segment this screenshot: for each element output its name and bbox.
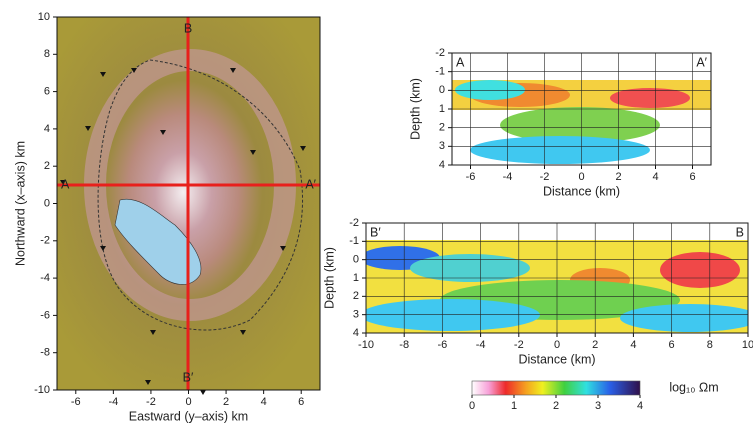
y-tick-label: 2 <box>353 290 359 302</box>
y-axis-label: Depth (km) <box>322 247 336 309</box>
x-tick-label: -6 <box>438 339 448 351</box>
y-tick-label: 1 <box>353 272 359 284</box>
x-tick-label: -2 <box>146 396 156 408</box>
x-tick-label: -4 <box>476 339 486 351</box>
y-axis-label: Depth (km) <box>408 78 422 140</box>
y-tick-label: -1 <box>435 66 445 78</box>
y-tick-label: -2 <box>349 217 359 229</box>
figure: -6-4-20246-10-8-6-4-20246810Eastward (y–… <box>0 0 753 424</box>
x-tick-label: -2 <box>540 171 550 183</box>
x-tick-label: 4 <box>261 396 267 408</box>
y-axis-label: Northward (x–axis) km <box>13 141 27 266</box>
x-tick-label: -4 <box>503 171 513 183</box>
colorbar-tick-label: 4 <box>637 400 643 412</box>
profile-label: B′ <box>183 370 194 384</box>
x-tick-label: -4 <box>108 396 118 408</box>
x-tick-label: 2 <box>592 339 598 351</box>
profile-label: A′ <box>305 177 316 191</box>
x-tick-label: 4 <box>652 171 658 183</box>
x-tick-label: 0 <box>554 339 560 351</box>
x-tick-label: -6 <box>466 171 476 183</box>
x-tick-label: -8 <box>399 339 409 351</box>
section-b-image <box>360 240 753 333</box>
x-tick-label: -6 <box>71 396 81 408</box>
colorbar-tick-label: 2 <box>553 400 559 412</box>
x-tick-label: -10 <box>358 339 374 351</box>
map-image <box>57 17 320 395</box>
y-tick-label: -2 <box>40 235 50 247</box>
x-axis-label: Distance (km) <box>543 184 620 198</box>
x-tick-label: 0 <box>578 171 584 183</box>
colorbar-tick-label: 1 <box>511 400 517 412</box>
x-tick-label: -2 <box>514 339 524 351</box>
profile-label: B′ <box>370 225 381 239</box>
x-tick-label: 6 <box>669 339 675 351</box>
y-tick-label: 0 <box>353 254 359 266</box>
x-tick-label: 10 <box>742 339 753 351</box>
y-tick-label: 3 <box>353 309 359 321</box>
colorbar-label: log₁₀ Ωm <box>669 380 718 394</box>
profile-label: B <box>184 21 192 35</box>
y-tick-label: -2 <box>435 47 445 59</box>
profile-label: B <box>736 225 744 239</box>
colorbar-tick-label: 3 <box>595 400 601 412</box>
y-tick-label: 0 <box>439 84 445 96</box>
x-tick-label: 6 <box>298 396 304 408</box>
x-axis-label: Distance (km) <box>518 352 595 366</box>
x-tick-label: 8 <box>707 339 713 351</box>
y-tick-label: -4 <box>40 272 50 284</box>
y-tick-label: 2 <box>439 122 445 134</box>
y-tick-label: 10 <box>38 11 50 23</box>
y-tick-label: 2 <box>44 160 50 172</box>
y-tick-label: 4 <box>44 123 50 135</box>
x-tick-label: 2 <box>223 396 229 408</box>
profile-label: A′ <box>696 55 707 69</box>
y-tick-label: 8 <box>44 48 50 60</box>
x-tick-label: 0 <box>185 396 191 408</box>
y-tick-label: 1 <box>439 103 445 115</box>
x-tick-label: 4 <box>630 339 636 351</box>
y-tick-label: -1 <box>349 235 359 247</box>
y-tick-label: 6 <box>44 86 50 98</box>
y-tick-label: 0 <box>44 197 50 209</box>
profile-label: A <box>456 55 465 69</box>
x-axis-label: Eastward (y–axis) km <box>129 409 248 423</box>
colorbar <box>472 381 640 395</box>
y-tick-label: -6 <box>40 309 50 321</box>
y-tick-label: 4 <box>353 327 359 339</box>
y-tick-label: -8 <box>40 347 50 359</box>
y-tick-label: 4 <box>439 159 445 171</box>
y-tick-label: 3 <box>439 140 445 152</box>
colorbar-tick-label: 0 <box>469 400 475 412</box>
x-tick-label: 6 <box>689 171 695 183</box>
profile-label: A <box>61 177 70 191</box>
x-tick-label: 2 <box>615 171 621 183</box>
y-tick-label: -10 <box>34 384 50 396</box>
